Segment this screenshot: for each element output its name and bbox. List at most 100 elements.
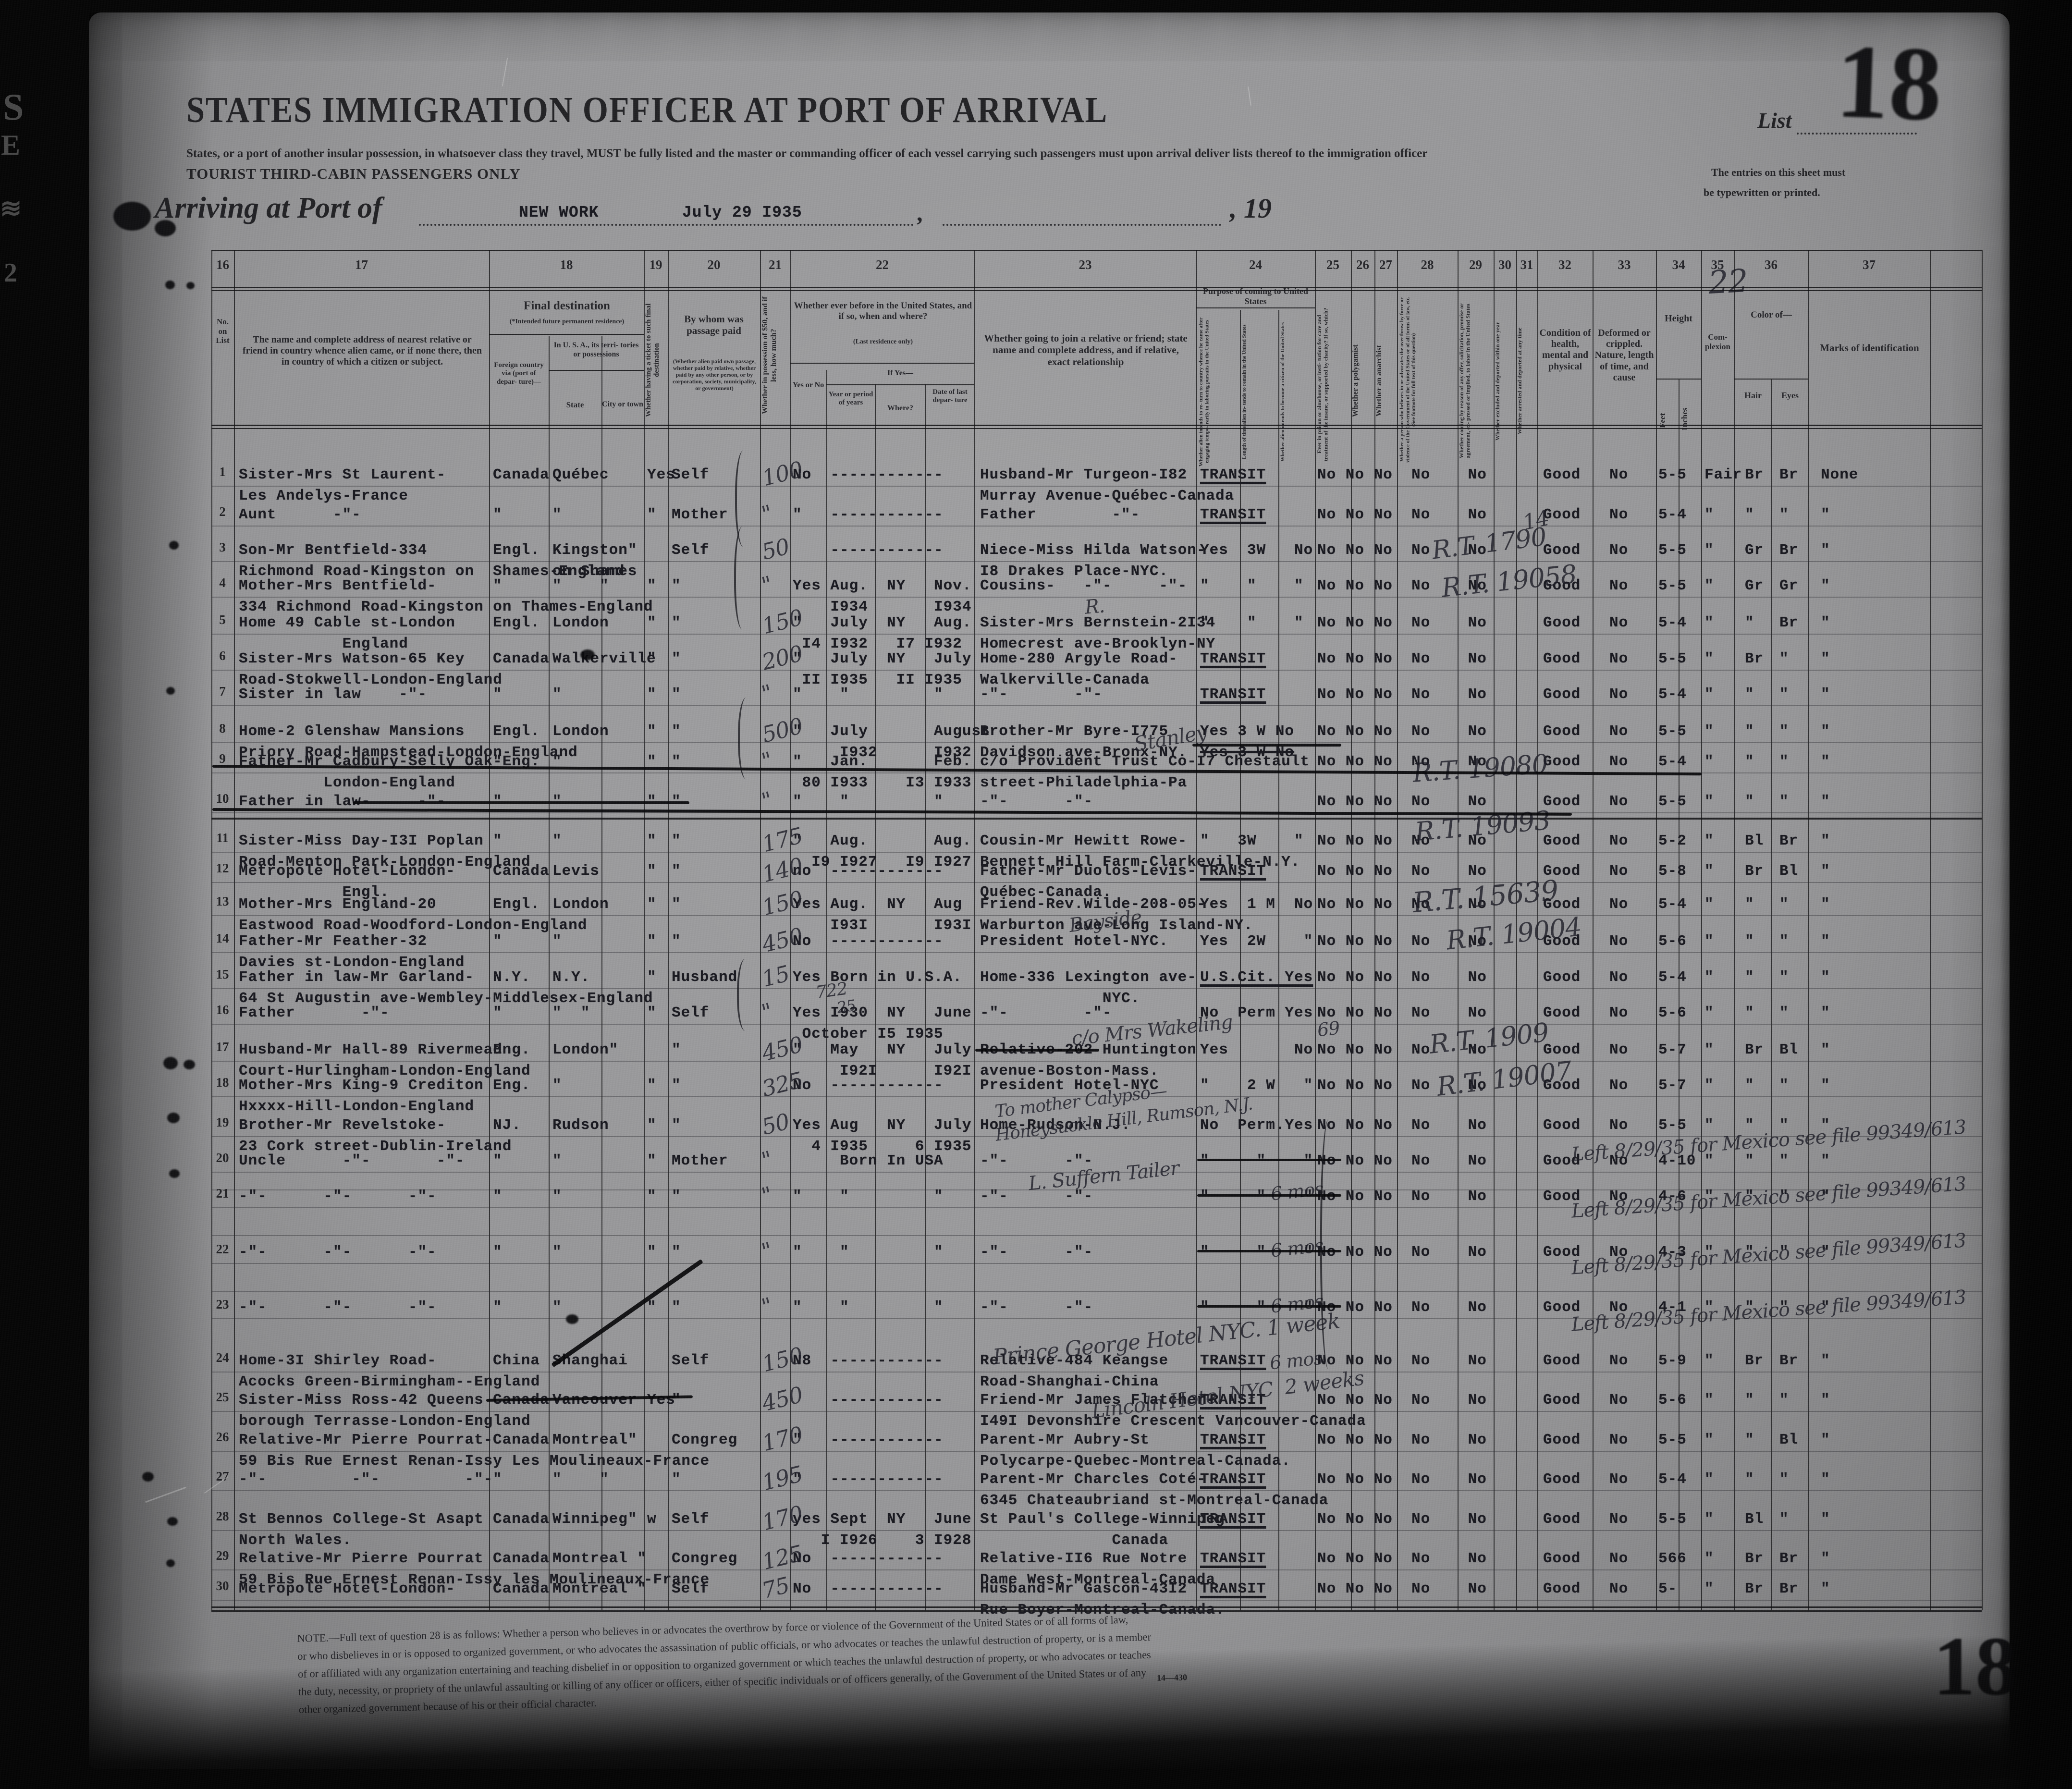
cell-purpose: Yes 3 W No xyxy=(1200,723,1295,740)
cell-relative-1: Home-Rudson-N.J. xyxy=(980,1117,1131,1134)
cell-health: Good xyxy=(1543,506,1581,523)
cell-before-us-1: Born In USA xyxy=(793,1152,944,1169)
cell-deformed: No xyxy=(1609,506,1629,523)
cell-marks: " xyxy=(1821,577,1830,594)
cell-before-us-2: I93I I93I xyxy=(793,917,972,934)
row-rule xyxy=(211,526,1982,527)
row-number: 17 xyxy=(216,1040,229,1054)
row-rule xyxy=(211,486,1982,487)
cell-marks: " xyxy=(1821,506,1830,523)
cell-hair: " xyxy=(1745,896,1754,913)
cell-city: London xyxy=(552,614,609,631)
typewritten-note-1: The entries on this sheet must xyxy=(1711,166,1846,178)
cell-eyes: " xyxy=(1779,1188,1789,1205)
cell-name-1: Sister-Miss Day-I3I Poplan xyxy=(239,833,484,849)
cell-name-2: England xyxy=(239,636,408,652)
cell-paid-by: " xyxy=(672,686,681,703)
cell-height: 5-8 xyxy=(1658,863,1687,880)
column-header-c36_hair: Hair xyxy=(1744,391,1762,400)
cell-ticket: " xyxy=(647,863,657,880)
list-label: List xyxy=(1757,108,1792,133)
cell-name-1: Home-2 Glenshaw Mansions xyxy=(239,723,465,740)
bottom-page-stamp: 18 xyxy=(1933,1619,2017,1713)
cell-hair: " xyxy=(1745,1392,1754,1409)
cell-height: 5-5 xyxy=(1658,466,1687,483)
cell-complexion: " xyxy=(1704,1117,1714,1134)
column-number: 23 xyxy=(1079,257,1092,272)
cell-eyes: Br xyxy=(1779,833,1799,849)
cell-complexion: " xyxy=(1704,969,1714,986)
cell-country: " xyxy=(493,833,503,849)
cell-deformed: No xyxy=(1609,863,1629,880)
cell-before-us-2: 4 I935 6 I935 xyxy=(793,1138,972,1155)
cell-paid-by: Husband xyxy=(672,969,738,986)
cell-flags: No No No No No xyxy=(1317,650,1487,667)
cell-country: Engl. xyxy=(493,542,540,559)
column-number: 34 xyxy=(1672,257,1685,272)
header-subline xyxy=(826,384,974,385)
cell-name-2: Hxxxx-Hill-London-England xyxy=(239,1098,475,1115)
cell-paid-by: " xyxy=(672,933,681,950)
cell-flags: No No No No No xyxy=(1317,1299,1487,1316)
cell-city: " xyxy=(552,506,562,523)
row-rule xyxy=(211,952,1982,953)
column-header-c27: Whether an anarchist xyxy=(1375,345,1383,417)
cell-eyes: Br xyxy=(1779,1581,1799,1597)
cell-complexion: Fair xyxy=(1704,466,1742,483)
row-number: 27 xyxy=(216,1469,229,1483)
handwritten-brace xyxy=(735,451,751,547)
cell-eyes: " xyxy=(1779,933,1789,950)
cell-country: Canada xyxy=(493,466,550,483)
cell-paid-by: Self xyxy=(672,466,710,483)
film-edge-glyph: 2 xyxy=(4,258,17,288)
cell-purpose: No Perm.Yes xyxy=(1200,1117,1313,1134)
cell-marks: " xyxy=(1821,1299,1830,1316)
cell-city: London" xyxy=(552,1042,619,1058)
cell-before-us-1: " ------------ xyxy=(793,1432,944,1448)
cell-health: Good xyxy=(1543,1471,1581,1488)
cell-paid-by: " xyxy=(672,1117,681,1134)
cell-name-1: Father in law-Mr Garland- xyxy=(239,969,475,986)
cell-city: Kingston" xyxy=(552,542,638,559)
column-header-c24_title: Purpose of coming to United States xyxy=(1203,286,1308,306)
cell-relative-1: Father -"- xyxy=(980,506,1140,523)
cell-health: Good xyxy=(1543,933,1581,950)
header-subline xyxy=(549,370,644,371)
cell-hair: Br xyxy=(1745,1352,1764,1369)
cell-relative-2: Murray Avenue-Québec-Canada xyxy=(980,488,1235,504)
cell-relative-1: Friend-Mr James Flatcher- xyxy=(980,1392,1216,1409)
column-header-c22_title: Whether ever before in the United States… xyxy=(794,301,972,322)
column-header-c22_yesno: Yes or No xyxy=(792,381,824,389)
row-rule xyxy=(211,1096,1982,1097)
cell-name-1: Aunt -"- xyxy=(239,506,361,523)
table-vline xyxy=(1656,250,1657,1610)
cell-purpose: Yes No xyxy=(1200,1042,1313,1058)
cell-height: 5-5 xyxy=(1658,793,1687,810)
cell-health: Good xyxy=(1543,863,1581,880)
header-subline xyxy=(790,363,974,364)
cell-name-1: Son-Mr Bentfield-334 xyxy=(239,542,428,559)
cell-relative-1: President Hotel-NYC xyxy=(980,1077,1159,1094)
cell-relative-1: Parent-Mr Aubry-St xyxy=(980,1432,1150,1448)
cell-country: " xyxy=(493,1188,503,1205)
cell-city: Montreal " xyxy=(552,1550,647,1567)
cell-country: Canada xyxy=(493,863,550,880)
cell-flags: No No No No No xyxy=(1317,1077,1487,1094)
cell-ticket: " xyxy=(647,1188,657,1205)
cell-height: 5-6 xyxy=(1658,1392,1687,1409)
cell-name-1: Mother-Mrs England-20 xyxy=(239,896,437,913)
row-rule xyxy=(211,852,1982,853)
cell-health: Good xyxy=(1543,650,1581,667)
cell-height: 5-5 xyxy=(1658,723,1687,740)
cell-relative-1: Sister-Mrs Bernstein-2I34 xyxy=(980,614,1216,631)
row-rule xyxy=(211,1490,1982,1491)
cell-deformed: No xyxy=(1609,614,1629,631)
cell-height: 5-4 xyxy=(1658,686,1687,703)
cell-country: Canada xyxy=(493,1432,550,1448)
row-rule xyxy=(211,1291,1982,1292)
cell-ticket: " xyxy=(647,1005,657,1021)
column-header-c22_year: Year or period of years xyxy=(828,391,873,407)
cell-before-us-1: " " " xyxy=(793,1188,944,1205)
cell-before-us-1: No ------------ xyxy=(793,466,944,483)
